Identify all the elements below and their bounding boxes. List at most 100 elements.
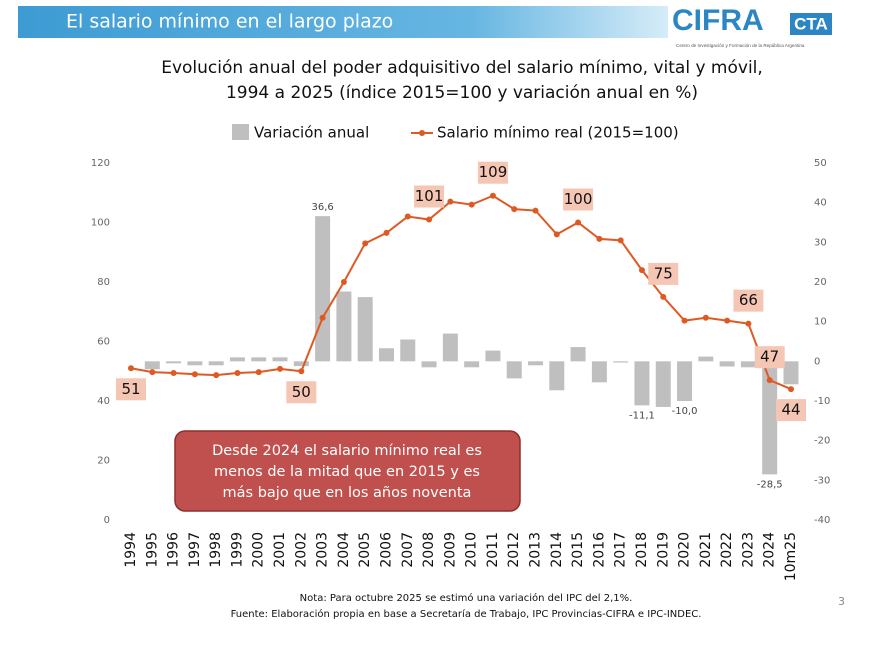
bar	[144, 361, 160, 370]
x-tick-label: 2005	[357, 532, 373, 568]
note: Nota: Para octubre 2025 se estimó una va…	[300, 592, 633, 604]
line-marker	[404, 213, 411, 220]
y-tick-label: 80	[97, 277, 110, 288]
chart-title: 1994 a 2025 (índice 2015=100 y variación…	[226, 83, 698, 103]
legend-label: Salario mínimo real (2015=100)	[437, 124, 679, 142]
x-tick-label: 1998	[208, 532, 224, 568]
y-tick-label: 100	[91, 218, 110, 229]
x-tick-label: 2020	[677, 532, 693, 568]
line-value-label: 101	[415, 187, 444, 205]
bar-value-label: 36,6	[311, 202, 333, 213]
line-marker	[170, 370, 177, 377]
bar	[293, 361, 309, 367]
x-tick-label: 2024	[762, 532, 778, 568]
line-marker	[702, 314, 709, 321]
bar	[740, 361, 756, 368]
y2-tick-label: -10	[814, 396, 830, 407]
bar	[485, 350, 501, 362]
x-tick-label: 2004	[336, 532, 352, 568]
value-label-box	[563, 188, 594, 211]
line-marker	[596, 235, 603, 242]
y2-tick-label: 30	[814, 237, 827, 248]
logo-subtitle: Centro de Investigación y Formación de l…	[676, 43, 805, 48]
line-value-label: 50	[292, 383, 311, 401]
bar-value-label: -10,0	[672, 406, 698, 417]
line-marker	[298, 368, 305, 375]
legend-label: Variación anual	[254, 124, 369, 142]
line-marker	[532, 207, 539, 214]
x-tick-label: 2012	[506, 532, 522, 568]
line-marker	[234, 370, 241, 377]
y-tick-label: 120	[91, 158, 110, 169]
line-marker	[489, 192, 496, 199]
line-marker	[319, 314, 326, 321]
bar	[655, 361, 671, 407]
line-marker	[617, 237, 624, 244]
y2-tick-label: 0	[814, 356, 820, 367]
line-marker	[468, 201, 475, 208]
bar	[698, 356, 714, 362]
note: Fuente: Elaboración propia en base a Sec…	[231, 608, 702, 620]
x-tick-label: 2007	[400, 532, 416, 568]
logo: CIFRA	[672, 4, 764, 37]
x-tick-label: 2003	[315, 532, 331, 568]
x-tick-label: 2006	[378, 532, 394, 568]
line-marker	[724, 317, 731, 324]
bar-value-label: -28,5	[757, 479, 783, 490]
bar	[378, 348, 394, 362]
bar	[357, 297, 373, 362]
bar	[570, 347, 586, 362]
annotation-box	[174, 430, 521, 512]
line-value-label: 100	[564, 190, 593, 208]
line-value-label: 66	[739, 291, 758, 309]
bar	[783, 361, 799, 385]
bar	[549, 361, 565, 391]
bar	[272, 357, 288, 362]
x-tick-label: 2018	[634, 532, 650, 568]
bar	[336, 291, 352, 362]
x-tick-label: 1997	[187, 532, 203, 568]
bar	[315, 216, 331, 362]
value-label-box	[754, 346, 785, 369]
line-marker	[638, 267, 645, 274]
x-tick-label: 1995	[144, 532, 160, 568]
value-label-box	[477, 161, 508, 184]
line-marker	[128, 365, 134, 372]
y2-tick-label: 50	[814, 158, 827, 169]
value-label-box	[414, 185, 445, 208]
x-tick-label: 2009	[442, 532, 458, 568]
bar	[208, 361, 224, 366]
line-marker	[787, 386, 794, 393]
y2-tick-label: 20	[814, 277, 827, 288]
y-tick-label: 40	[97, 396, 110, 407]
y-tick-label: 20	[97, 456, 110, 467]
bar	[528, 361, 544, 366]
legend-swatch	[419, 130, 425, 136]
x-tick-label: 10m25	[783, 532, 799, 581]
line-marker	[340, 279, 347, 285]
line-marker	[426, 216, 433, 223]
y-tick-label: 0	[104, 515, 110, 526]
bar	[719, 361, 735, 367]
line-marker	[511, 206, 518, 213]
header-title: El salario mínimo en el largo plazo	[66, 11, 393, 33]
x-tick-label: 2011	[485, 532, 501, 568]
header-bar	[18, 6, 668, 38]
annotation-text: menos de la mitad que en 2015 y es	[214, 464, 480, 480]
value-label-box	[116, 378, 146, 401]
line-marker	[191, 371, 198, 378]
logo-badge	[790, 13, 832, 35]
line-marker	[362, 240, 369, 247]
line	[130, 194, 792, 391]
y2-tick-label: -30	[814, 475, 830, 486]
bar	[634, 361, 650, 406]
bar	[464, 361, 480, 368]
chart-title: Evolución anual del poder adquisitivo de…	[161, 58, 763, 78]
x-tick-label: 2008	[421, 532, 437, 568]
bar	[400, 339, 416, 362]
x-tick-label: 2019	[655, 532, 671, 568]
bar	[187, 361, 203, 366]
x-tick-label: 1999	[229, 532, 245, 568]
line-value-label: 44	[781, 401, 800, 419]
